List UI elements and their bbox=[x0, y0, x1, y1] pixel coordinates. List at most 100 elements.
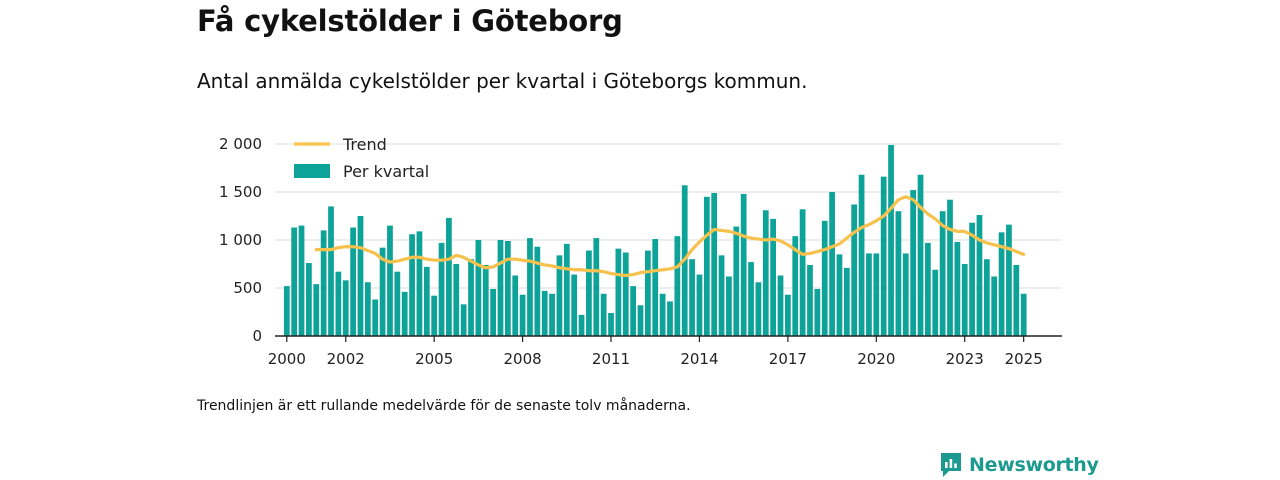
bar bbox=[991, 276, 998, 336]
bar bbox=[733, 226, 740, 336]
bar bbox=[387, 225, 393, 336]
bar bbox=[843, 267, 850, 336]
x-tick-label: 2025 bbox=[1005, 350, 1043, 368]
bar bbox=[873, 253, 880, 336]
bar bbox=[482, 264, 489, 336]
legend: Trend Per kvartal bbox=[294, 135, 429, 181]
bar bbox=[342, 280, 349, 336]
bar bbox=[947, 199, 953, 336]
bar bbox=[637, 305, 644, 336]
bar bbox=[888, 144, 894, 336]
brand-name: Newsworthy bbox=[969, 454, 1099, 476]
legend-label: Trend bbox=[342, 135, 387, 154]
bar bbox=[880, 176, 887, 336]
x-tick-label: 2000 bbox=[268, 350, 306, 368]
x-tick-label: 2017 bbox=[769, 350, 807, 368]
bar bbox=[1013, 264, 1020, 336]
y-tick-label: 1 000 bbox=[219, 231, 262, 249]
bar bbox=[409, 234, 415, 336]
bar bbox=[394, 271, 401, 336]
bar bbox=[431, 295, 438, 336]
y-tick-label: 1 500 bbox=[219, 183, 262, 201]
bar bbox=[527, 238, 533, 336]
bar bbox=[512, 275, 519, 336]
x-tick-label: 2002 bbox=[327, 350, 365, 368]
bar bbox=[600, 293, 607, 336]
bar bbox=[453, 264, 460, 336]
x-tick-label: 2014 bbox=[680, 350, 718, 368]
x-tick-label: 2020 bbox=[857, 350, 895, 368]
bar bbox=[556, 255, 563, 336]
bar bbox=[593, 238, 600, 336]
bar bbox=[829, 192, 835, 336]
bar bbox=[291, 227, 298, 336]
bar bbox=[497, 240, 504, 336]
bar bbox=[549, 293, 555, 336]
trend-series bbox=[314, 195, 1026, 278]
bar bbox=[298, 225, 305, 336]
bar bbox=[468, 259, 474, 336]
bar bbox=[401, 291, 408, 336]
bar bbox=[490, 288, 496, 336]
bar bbox=[895, 211, 902, 336]
chart-title: Få cykelstölder i Göteborg bbox=[197, 4, 623, 38]
bar bbox=[703, 196, 710, 336]
bar bbox=[998, 232, 1005, 336]
brand-logo[interactable]: Newsworthy bbox=[939, 450, 1099, 480]
bar bbox=[519, 294, 526, 336]
bar bbox=[814, 288, 821, 336]
legend-bar-swatch bbox=[294, 164, 330, 178]
bar bbox=[615, 248, 622, 336]
bar bbox=[283, 286, 290, 336]
bar bbox=[740, 193, 747, 336]
bar bbox=[799, 209, 806, 336]
bar bbox=[939, 211, 946, 336]
bar bbox=[475, 240, 482, 336]
bar bbox=[836, 254, 843, 336]
bar bbox=[917, 174, 924, 336]
bar bbox=[416, 231, 423, 336]
bar bbox=[807, 264, 813, 336]
bar bbox=[777, 275, 784, 336]
x-tick-label: 2005 bbox=[415, 350, 453, 368]
bar bbox=[674, 236, 681, 336]
y-tick-label: 0 bbox=[252, 327, 262, 345]
bar bbox=[423, 266, 430, 336]
trend-line bbox=[314, 195, 1026, 278]
bar bbox=[563, 243, 570, 336]
footnote: Trendlinjen är ett rullande medelvärde f… bbox=[197, 398, 691, 414]
bar bbox=[372, 299, 379, 336]
y-tick-label: 2 000 bbox=[219, 135, 262, 153]
bar bbox=[608, 312, 614, 336]
bar bbox=[357, 216, 364, 336]
bar bbox=[689, 259, 695, 336]
bar bbox=[755, 282, 762, 336]
bar bbox=[983, 259, 990, 336]
bar bbox=[438, 242, 445, 336]
bar bbox=[1006, 224, 1012, 336]
bar bbox=[622, 252, 629, 336]
bar bbox=[726, 276, 732, 336]
bar bbox=[578, 314, 585, 336]
bar bbox=[910, 190, 917, 336]
bar bbox=[504, 240, 511, 336]
chart-subtitle: Antal anmälda cykelstölder per kvartal i… bbox=[197, 69, 808, 93]
bar bbox=[379, 247, 386, 336]
bar bbox=[534, 246, 541, 336]
bar bbox=[364, 282, 371, 336]
bar bbox=[571, 274, 578, 336]
bar bbox=[541, 290, 548, 336]
y-tick-label: 500 bbox=[233, 279, 262, 297]
x-tick-label: 2008 bbox=[504, 350, 542, 368]
bar bbox=[335, 271, 342, 336]
bar bbox=[306, 263, 312, 336]
bar bbox=[954, 241, 961, 336]
legend-label: Per kvartal bbox=[343, 162, 429, 181]
bar bbox=[460, 304, 467, 336]
bar bbox=[969, 222, 975, 336]
bar-series bbox=[283, 144, 1027, 336]
bar bbox=[858, 174, 865, 336]
bar bbox=[644, 250, 651, 336]
bar bbox=[667, 301, 673, 336]
